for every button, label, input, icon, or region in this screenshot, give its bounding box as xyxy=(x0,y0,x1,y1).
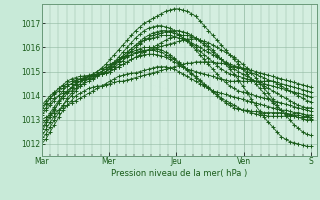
X-axis label: Pression niveau de la mer( hPa ): Pression niveau de la mer( hPa ) xyxy=(111,169,247,178)
